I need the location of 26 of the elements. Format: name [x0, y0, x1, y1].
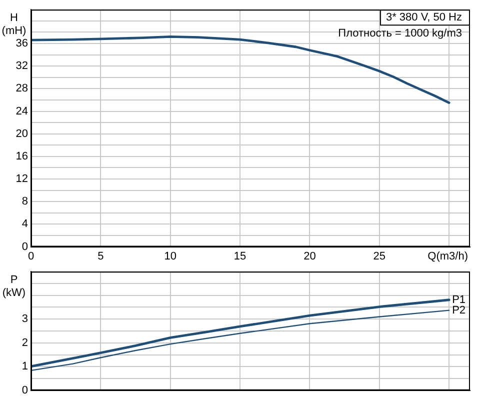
y-tick-label: 4 — [22, 218, 28, 230]
y-axis-title: H (mH) — [2, 12, 26, 38]
y-tick-label: 0 — [22, 240, 28, 253]
x-tick-label: 25 — [373, 250, 386, 262]
y-tick-label: 2 — [22, 336, 28, 349]
series-label: P2 — [452, 304, 466, 316]
annotation: Плотность = 1000 kg/m3 — [338, 28, 462, 40]
y-tick-label: 12 — [16, 173, 28, 186]
y-tick-label: 8 — [22, 196, 28, 208]
x-tick-label: 5 — [98, 250, 104, 262]
y-tick-label: 24 — [16, 105, 28, 118]
y-tick-label: 28 — [16, 82, 28, 95]
x-axis-title: Q(m3/h) — [428, 250, 468, 262]
x-tick-label: 20 — [304, 250, 316, 262]
y-tick-label: 36 — [16, 38, 28, 50]
x-tick-label: 15 — [234, 250, 246, 262]
series-label: P1 — [452, 294, 466, 306]
y-tick-label: 16 — [16, 150, 28, 162]
y-axis-title: P (kW) — [2, 274, 26, 300]
y-tick-label: 1 — [22, 360, 28, 373]
y-tick-label: 3 — [22, 313, 28, 326]
y-tick-label: 0 — [22, 384, 28, 396]
x-tick-label: 10 — [164, 250, 176, 262]
y-tick-label: 20 — [16, 128, 28, 140]
y-tick-label: 32 — [16, 60, 28, 72]
annotation: 3* 380 V, 50 Hz — [386, 12, 462, 24]
